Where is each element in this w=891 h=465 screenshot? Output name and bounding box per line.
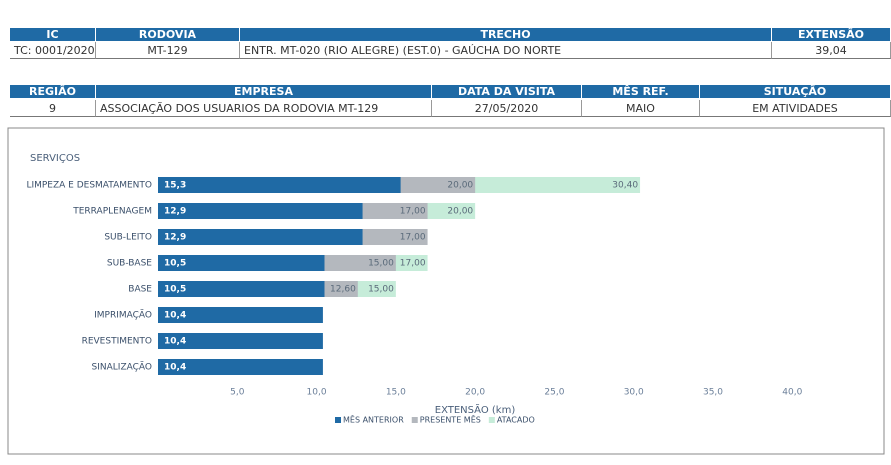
bar — [158, 333, 323, 349]
value-label: 12,60 — [330, 285, 356, 295]
legend-swatch — [411, 417, 418, 423]
category-label: IMPRIMAÇÃO — [94, 310, 152, 321]
header-value: MT-129 — [96, 42, 240, 59]
header-value: ENTR. MT-020 (RIO ALEGRE) (EST.0) - GAÚC… — [240, 42, 772, 59]
value-label: 15,00 — [368, 285, 394, 295]
value-label: 17,00 — [400, 259, 426, 269]
category-label: BASE — [128, 285, 152, 295]
legend-swatch — [488, 417, 495, 423]
bar — [158, 281, 325, 297]
legend-label: MÊS ANTERIOR — [343, 414, 404, 425]
header-label: DATA DA VISITA — [432, 85, 582, 98]
value-label: 17,00 — [400, 207, 426, 217]
header-label: TRECHO — [240, 28, 772, 41]
x-axis-label: EXTENSÃO (km) — [435, 403, 516, 416]
header-label: IC — [10, 28, 96, 41]
header-label: SITUAÇÃO — [700, 85, 891, 98]
header-value: MAIO — [582, 100, 700, 117]
value-label: 20,00 — [447, 181, 473, 191]
value-label: 10,5 — [164, 259, 186, 269]
x-tick-label: 25,0 — [544, 388, 564, 398]
legend-swatch — [335, 417, 341, 423]
category-label: SUB-BASE — [107, 259, 152, 269]
value-label: 20,00 — [447, 207, 473, 217]
x-tick-label: 15,0 — [386, 388, 406, 398]
header-value: TC: 0001/2020 — [10, 42, 96, 59]
category-label: SINALIZAÇÃO — [92, 362, 152, 373]
legend-label: PRESENTE MÊS — [420, 414, 481, 425]
legend-label: ATACADO — [497, 416, 535, 425]
bar — [158, 177, 401, 193]
category-label: LIMPEZA E DESMATAMENTO — [26, 181, 152, 191]
category-label: SUB-LEITO — [104, 233, 152, 243]
category-label: TERRAPLENAGEM — [72, 207, 152, 217]
value-label: 10,4 — [164, 363, 186, 373]
header-label: REGIÃO — [10, 85, 96, 98]
bar — [158, 359, 323, 375]
header-label: RODOVIA — [96, 28, 240, 41]
x-tick-label: 40,0 — [782, 388, 802, 398]
value-label: 12,9 — [164, 233, 186, 243]
chart-border — [7, 127, 885, 455]
chart-title: SERVIÇOS — [30, 153, 80, 164]
value-label: 15,00 — [368, 259, 394, 269]
value-label: 17,00 — [400, 233, 426, 243]
bar — [158, 307, 323, 323]
value-label: 10,4 — [164, 311, 186, 321]
header-value: ASSOCIAÇÃO DOS USUARIOS DA RODOVIA MT-12… — [96, 100, 432, 117]
category-label: REVESTIMENTO — [82, 337, 152, 347]
x-tick-label: 5,0 — [230, 388, 245, 398]
header-label: EMPRESA — [96, 85, 432, 98]
x-tick-label: 30,0 — [624, 388, 644, 398]
bar — [158, 255, 325, 271]
bar — [158, 203, 363, 219]
header-value: 27/05/2020 — [432, 100, 582, 117]
header-label: EXTENSÃO — [772, 28, 891, 41]
value-label: 15,3 — [164, 181, 186, 191]
x-tick-label: 35,0 — [703, 388, 723, 398]
header-value: 9 — [10, 100, 96, 117]
x-tick-label: 10,0 — [307, 388, 327, 398]
header-value: 39,04 — [772, 42, 891, 59]
value-label: 30,40 — [612, 181, 638, 191]
x-tick-label: 20,0 — [465, 388, 485, 398]
bar — [158, 229, 363, 245]
value-label: 10,5 — [164, 285, 186, 295]
header-label: MÊS REF. — [582, 85, 700, 98]
value-label: 10,4 — [164, 337, 186, 347]
value-label: 12,9 — [164, 207, 186, 217]
header-value: EM ATIVIDADES — [700, 100, 891, 117]
